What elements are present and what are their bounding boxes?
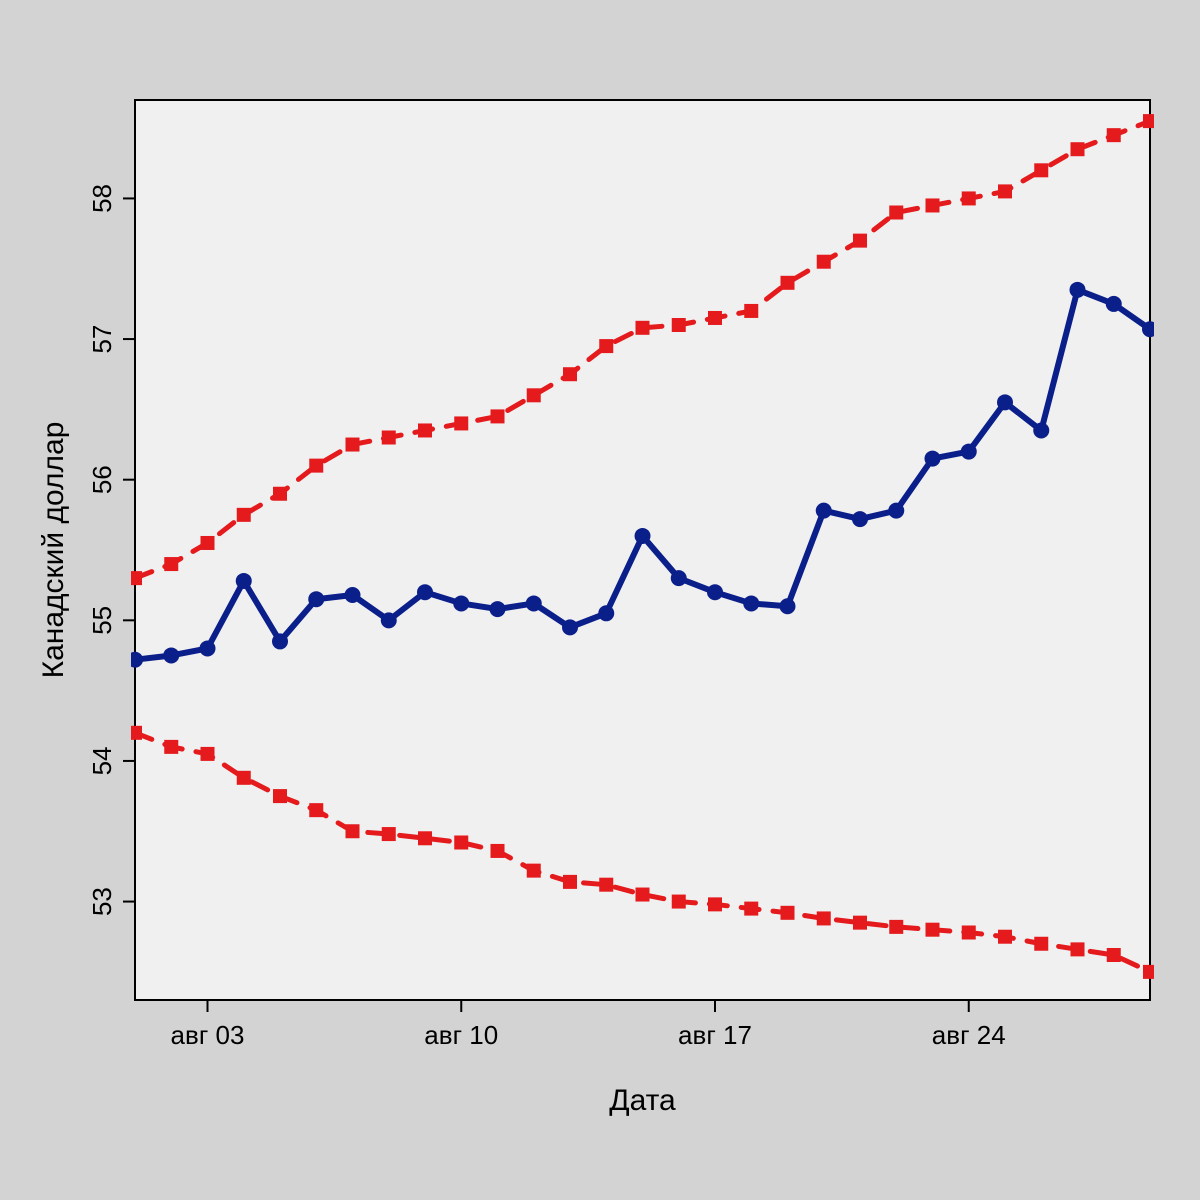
y-tick-label: 56	[87, 465, 117, 494]
chart: 53 54 55 56 57 58 Канадский доллар авг 03 авг 10…	[0, 0, 1200, 1200]
x-axis-title: Дата	[609, 1084, 676, 1117]
plot-area	[135, 100, 1150, 1000]
y-axis-title: Канадский доллар	[37, 422, 70, 679]
x-tick-label: авг 03	[171, 1020, 245, 1050]
y-tick-label: 55	[87, 606, 117, 635]
y-tick-label: 57	[87, 325, 117, 354]
x-tick-label: авг 24	[932, 1020, 1006, 1050]
y-tick-label: 54	[87, 746, 117, 775]
y-tick-label: 58	[87, 184, 117, 213]
y-tick-label: 53	[87, 887, 117, 916]
x-tick-label: авг 10	[424, 1020, 498, 1050]
x-tick-label: авг 17	[678, 1020, 752, 1050]
